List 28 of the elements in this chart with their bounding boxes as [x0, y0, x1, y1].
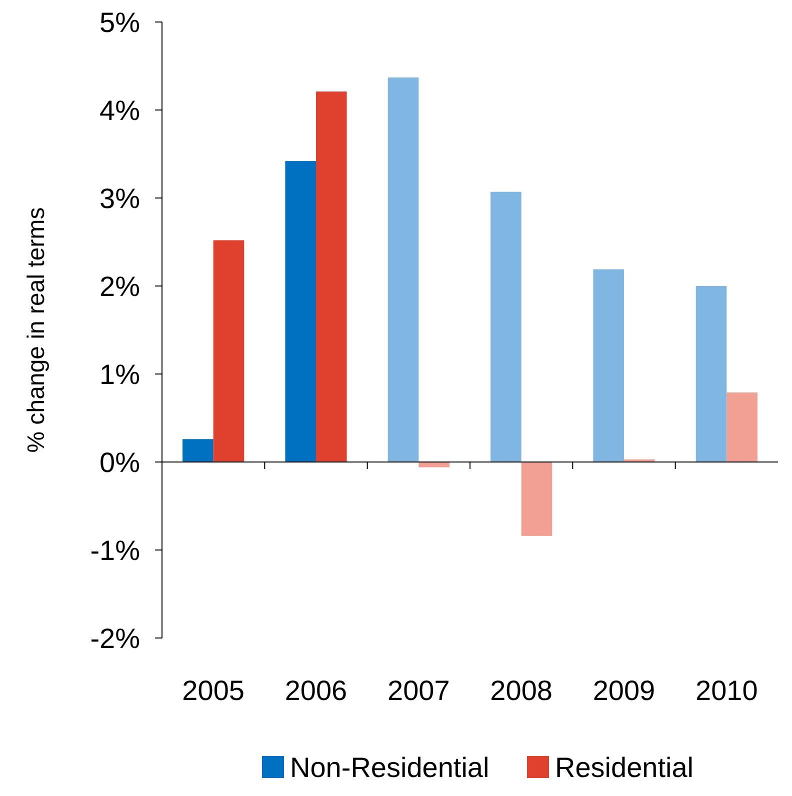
- bar: [521, 462, 552, 536]
- legend-label: Non-Residential: [290, 752, 490, 783]
- y-tick-label: 4%: [100, 94, 140, 126]
- bar: [490, 192, 522, 462]
- y-tick-label: 5%: [100, 6, 140, 38]
- bar: [213, 240, 244, 462]
- bar: [182, 439, 214, 462]
- x-tick-label: 2006: [284, 675, 348, 706]
- x-tick-label: 2005: [182, 675, 244, 706]
- x-tick-label: 2007: [388, 675, 450, 706]
- x-tick-label: 2009: [592, 675, 656, 706]
- x-tick-label: 2010: [696, 675, 758, 706]
- x-tick-label: 2008: [490, 675, 552, 706]
- legend-label: Residential: [555, 752, 694, 783]
- y-axis-title: % change in real terms: [23, 207, 50, 453]
- bar: [593, 269, 624, 462]
- y-tick-label: 0%: [100, 446, 140, 478]
- y-tick-label: 1%: [100, 358, 140, 390]
- bar: [388, 77, 419, 462]
- y-tick-label: -2%: [90, 622, 140, 654]
- bar: [418, 462, 450, 468]
- bar: [726, 392, 758, 462]
- bar: [696, 286, 727, 462]
- bar: [316, 92, 347, 462]
- y-tick-label: 2%: [100, 270, 140, 302]
- bar: [285, 161, 316, 462]
- y-tick-label: -1%: [90, 534, 140, 566]
- y-tick-label: 3%: [100, 182, 140, 214]
